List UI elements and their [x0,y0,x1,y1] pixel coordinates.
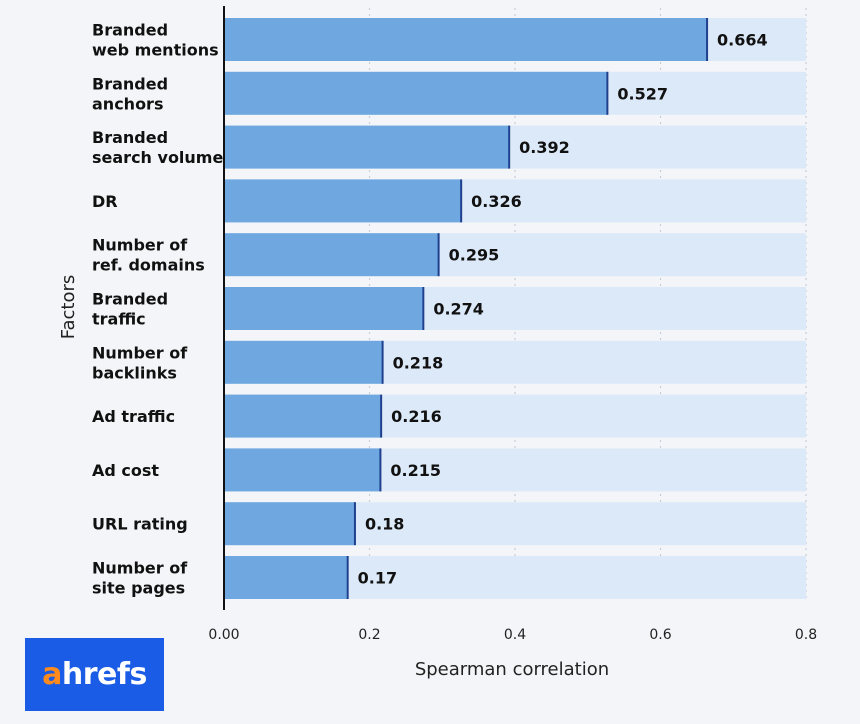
bar [224,394,382,438]
category-label: Branded web mentions [92,21,219,60]
value-label: 0.527 [617,84,668,103]
x-tick-labels: 0.00 0.2 0.4 0.6 0.8 [208,627,817,643]
category-label: Branded anchors [92,74,168,113]
bar [224,448,381,492]
category-label: URL rating [92,515,188,534]
category-label: Number of site pages [92,559,188,598]
y-axis-title: Factors [58,275,79,339]
value-label: 0.215 [390,461,441,480]
category-label: Number of ref. domains [92,236,205,275]
category-label: Branded traffic [92,290,168,329]
bar [224,125,510,169]
category-label: Branded search volume [92,128,223,167]
bar [224,18,708,61]
x-tick-label: 0.00 [208,627,239,643]
bar [224,179,462,223]
x-tick-label: 0.8 [795,627,817,643]
value-label: 0.392 [519,138,570,157]
category-label: Number of backlinks [92,343,188,382]
x-tick-label: 0.2 [358,627,380,643]
x-tick-label: 0.6 [649,627,671,643]
category-label: Ad cost [92,461,159,480]
bar [224,556,348,599]
bar [224,287,424,330]
bars [224,18,806,599]
value-label: 0.326 [471,192,522,211]
value-label: 0.295 [449,246,500,265]
x-tick-label: 0.4 [504,627,526,643]
value-label: 0.274 [433,300,484,319]
bar [224,233,439,277]
category-label: Ad traffic [92,407,175,426]
bar [224,502,355,546]
category-label: DR [92,192,118,211]
x-axis-title: Spearman correlation [415,659,609,680]
bar [224,340,383,384]
category-labels: Branded web mentions Branded anchors Branded… [92,21,223,598]
value-label: 0.17 [358,569,397,588]
value-label: 0.664 [717,31,768,50]
value-label: 0.216 [391,407,442,426]
value-label: 0.218 [393,353,444,372]
bar [224,71,608,115]
value-labels: 0.664 0.527 0.392 0.326 0.295 0.274 0.218 0.216… [358,31,768,588]
ahrefs-logo: a hrefs [25,638,164,711]
value-label: 0.18 [365,515,404,534]
